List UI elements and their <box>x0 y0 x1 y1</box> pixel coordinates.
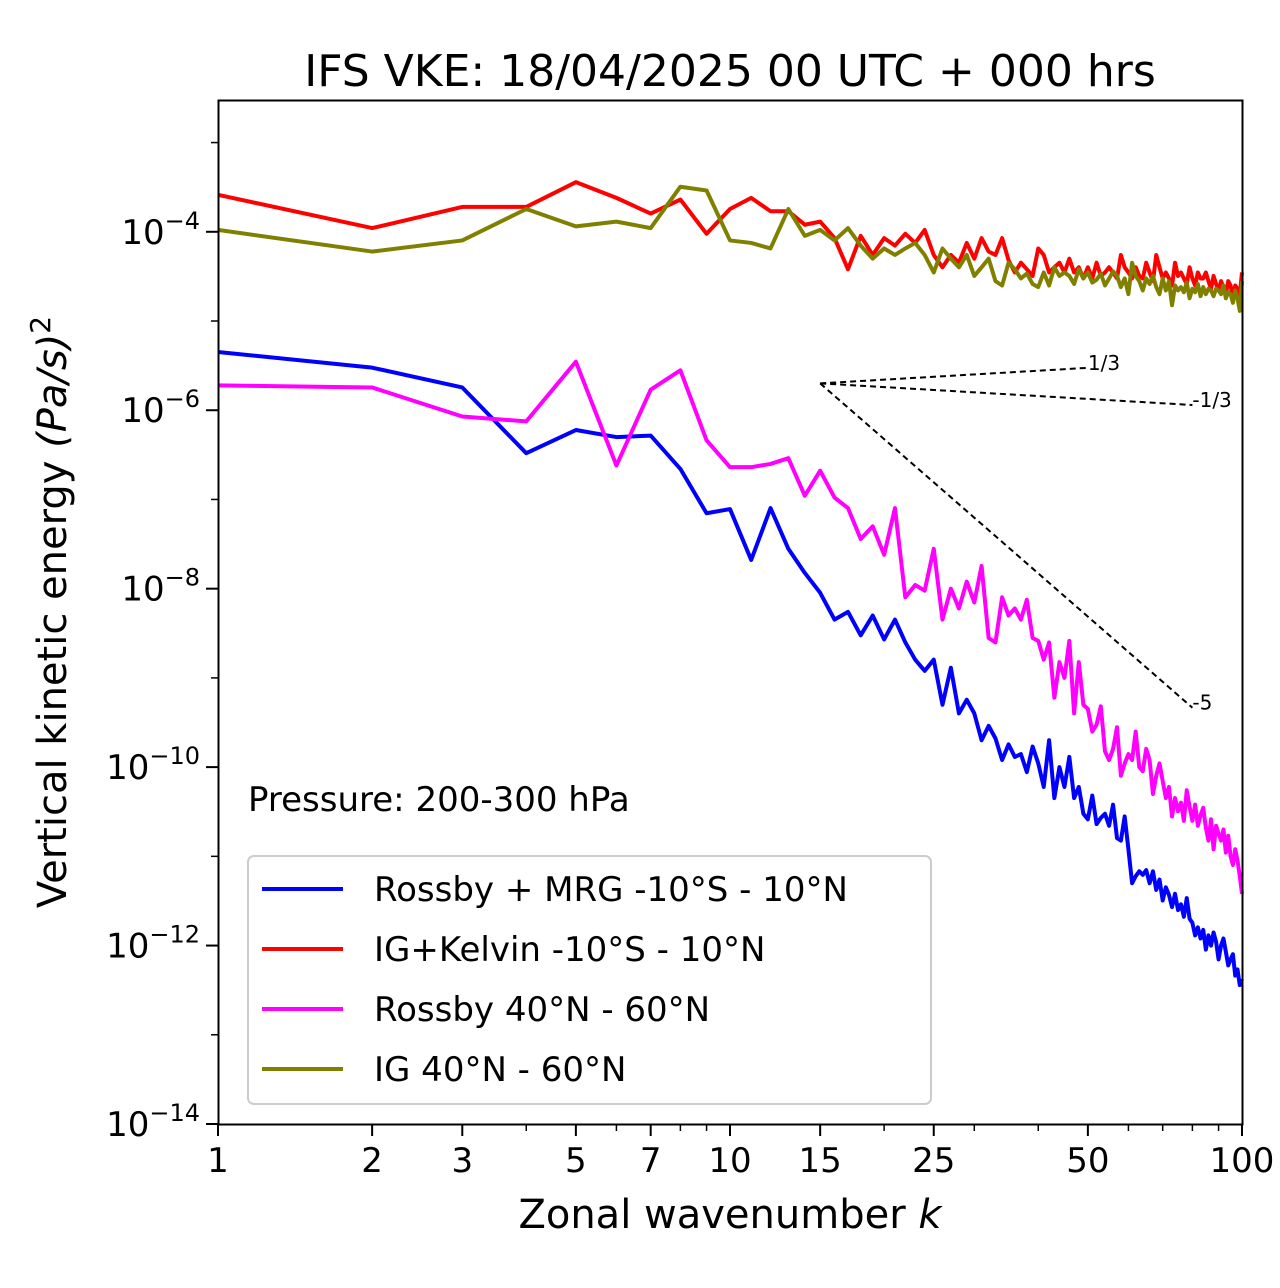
reference-slope-label: -1/3 <box>1192 388 1231 412</box>
series-line-ig-40-n-60-n <box>217 184 1244 313</box>
x-tick-label: 50 <box>1066 1141 1109 1181</box>
legend-entries: Rossby + MRG -10°S - 10°N IG+Kelvin -10°S… <box>262 870 848 1090</box>
legend-label: Rossby + MRG -10°S - 10°N <box>374 870 848 910</box>
y-tick-label: 10−8 <box>121 564 200 610</box>
reference-slopes: 1/3 -1/3 -5 <box>819 351 1232 715</box>
legend-box <box>247 855 932 1105</box>
x-tick-label: 15 <box>799 1141 842 1181</box>
x-axis-label: Zonal wavenumber k <box>518 1192 943 1238</box>
chart-title: IFS VKE: 18/04/2025 00 UTC + 000 hrs <box>304 46 1156 97</box>
x-tick-label: 10 <box>708 1141 751 1181</box>
reference-slope-line-1-3 <box>820 382 1193 406</box>
y-tick-label: 10−4 <box>121 207 200 253</box>
reference-slope-line-5 <box>819 382 1194 709</box>
x-tick-label: 1 <box>207 1141 229 1181</box>
legend-label: IG+Kelvin -10°S - 10°N <box>374 930 765 970</box>
y-tick-label: 10−14 <box>106 1099 200 1145</box>
reference-slope-label: 1/3 <box>1088 351 1120 375</box>
y-axis-ticks: 10−4 10−6 10−8 10−10 10−12 10−14 <box>106 141 218 1145</box>
reference-slope-line-1-3 <box>820 366 1088 385</box>
x-tick-label: 3 <box>451 1141 473 1181</box>
legend: Rossby + MRG -10°S - 10°N IG+Kelvin -10°S… <box>247 855 932 1105</box>
series-line-rossby-40-n-60-n <box>217 359 1244 895</box>
reference-slope-label: -5 <box>1192 691 1212 715</box>
series-line-rossby-mrg-10-s-10-n <box>217 349 1244 988</box>
x-tick-label: 7 <box>640 1141 662 1181</box>
y-tick-label: 10−6 <box>121 385 200 431</box>
series-layer <box>217 180 1244 988</box>
legend-label: Rossby 40°N - 60°N <box>374 990 710 1030</box>
pressure-annotation: Pressure: 200-300 hPa <box>248 780 630 820</box>
y-tick-label: 10−12 <box>106 921 200 967</box>
y-tick-label: 10−10 <box>106 742 200 788</box>
x-tick-label: 5 <box>565 1141 587 1181</box>
x-tick-label: 100 <box>1210 1141 1275 1181</box>
y-axis-label: Vertical kinetic energy (Pa/s)2 <box>24 316 76 908</box>
legend-label: IG 40°N - 60°N <box>374 1050 626 1090</box>
x-axis-ticks: 1 2 3 5 7 10 15 25 50 100 <box>207 1124 1274 1181</box>
x-tick-label: 25 <box>912 1141 955 1181</box>
x-tick-label: 2 <box>361 1141 383 1181</box>
